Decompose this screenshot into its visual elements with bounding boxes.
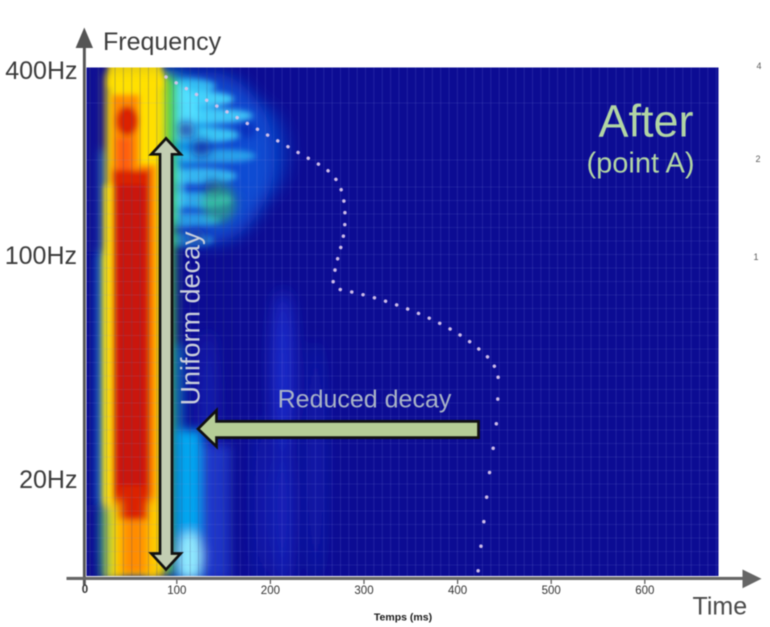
svg-text:20Hz: 20Hz — [19, 466, 77, 494]
svg-text:1: 1 — [753, 252, 758, 262]
svg-text:600: 600 — [635, 585, 654, 597]
svg-text:Temps (ms): Temps (ms) — [374, 612, 432, 624]
svg-text:2: 2 — [755, 154, 760, 164]
svg-text:500: 500 — [542, 585, 561, 597]
svg-text:Reduced decay: Reduced decay — [278, 386, 452, 414]
svg-text:Frequency: Frequency — [103, 28, 222, 56]
svg-text:100Hz: 100Hz — [5, 242, 77, 270]
svg-text:400: 400 — [448, 585, 467, 597]
svg-text:After: After — [598, 96, 693, 147]
svg-text:100: 100 — [167, 585, 186, 597]
svg-text:Time: Time — [693, 593, 748, 621]
svg-text:4: 4 — [756, 61, 761, 71]
svg-text:400Hz: 400Hz — [5, 57, 77, 85]
svg-text:300: 300 — [354, 585, 373, 597]
svg-text:0: 0 — [82, 584, 88, 596]
svg-text:200: 200 — [261, 585, 280, 597]
svg-text:Uniform decay: Uniform decay — [176, 231, 206, 406]
svg-text:(point A): (point A) — [587, 148, 695, 180]
